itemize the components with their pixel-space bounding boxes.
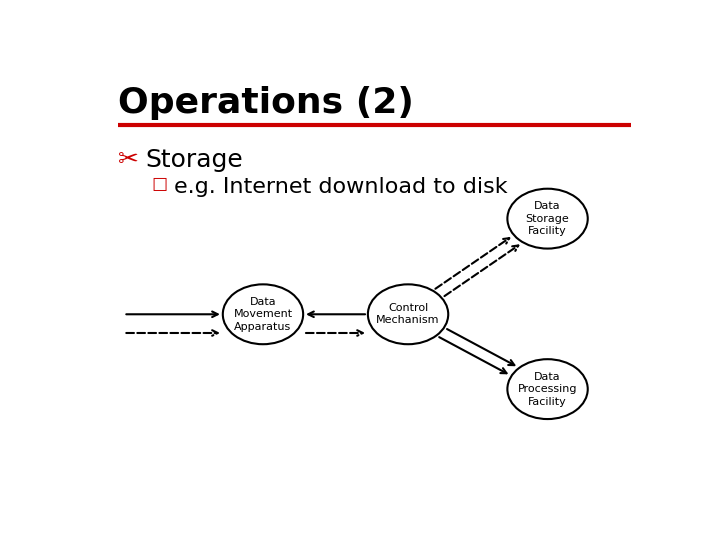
Text: Data
Processing
Facility: Data Processing Facility [518,372,577,407]
Text: Data
Movement
Apparatus: Data Movement Apparatus [233,297,292,332]
Circle shape [222,285,303,344]
Text: Control
Mechanism: Control Mechanism [377,303,440,326]
Text: Storage: Storage [145,148,243,172]
Text: ☐: ☐ [151,177,168,195]
Text: Data
Storage
Facility: Data Storage Facility [526,201,570,236]
Circle shape [508,359,588,419]
Text: ✂: ✂ [118,148,139,172]
Text: Operations (2): Operations (2) [118,85,414,119]
Circle shape [368,285,449,344]
Circle shape [508,188,588,248]
Text: e.g. Internet download to disk: e.g. Internet download to disk [174,177,508,197]
